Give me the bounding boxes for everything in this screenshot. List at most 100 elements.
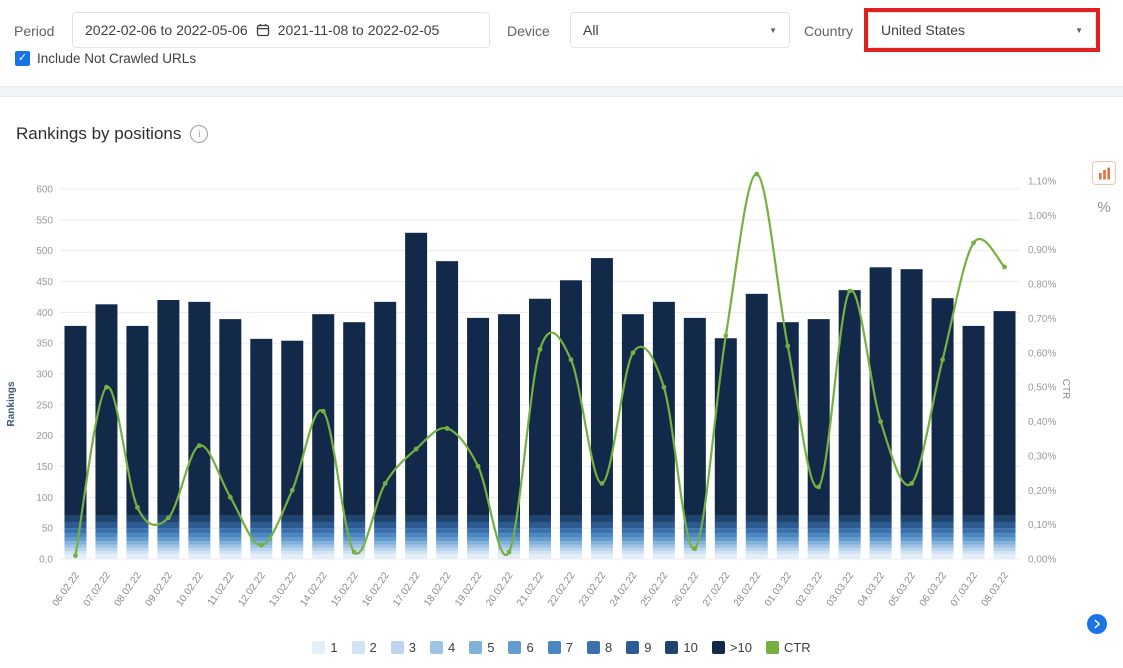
bar[interactable]	[436, 261, 459, 559]
legend-item-CTR[interactable]: CTR	[765, 640, 811, 655]
svg-text:04.03.22: 04.03.22	[856, 570, 888, 609]
info-icon[interactable]: i	[190, 125, 209, 143]
legend-item-2[interactable]: 2	[351, 640, 377, 655]
legend-label: 3	[408, 640, 417, 655]
next-arrow-button[interactable]	[1087, 614, 1107, 634]
bar[interactable]	[281, 340, 304, 559]
device-select[interactable]: All ▼	[570, 12, 790, 48]
country-select[interactable]: United States ▼	[868, 12, 1096, 48]
bar[interactable]	[157, 300, 180, 559]
legend-swatch	[547, 641, 561, 654]
filters-bar: Period 2022-02-06 to 2022-05-06 2021-11-…	[0, 0, 1123, 86]
chevron-down-icon: ▼	[1075, 25, 1083, 35]
bar[interactable]	[529, 298, 551, 559]
bar[interactable]	[900, 269, 923, 559]
bar[interactable]	[776, 322, 799, 559]
include-not-crawled-label: Include Not Crawled URLs	[37, 51, 197, 66]
legend-item-1[interactable]: 1	[312, 640, 338, 655]
legend-item-5[interactable]: 5	[469, 640, 494, 655]
bar[interactable]	[343, 322, 366, 559]
left-axis-title: Rankings	[6, 381, 17, 426]
legend-swatch	[351, 641, 365, 654]
svg-text:350: 350	[36, 339, 53, 350]
svg-text:0,90%: 0,90%	[1028, 245, 1056, 256]
bar[interactable]	[126, 325, 149, 559]
date-range-input[interactable]: 2022-02-06 to 2022-05-06 2021-11-08 to 2…	[72, 12, 490, 48]
bar[interactable]	[931, 298, 954, 559]
svg-text:24.02.22: 24.02.22	[608, 570, 640, 609]
right-axis-labels: 0,00% 0,10% 0,20% 0,30% 0,40% 0,50% 0,60% 0,70%…	[1028, 177, 1056, 566]
percent-toggle[interactable]: %	[1097, 199, 1111, 216]
legend-item-9[interactable]: 9	[626, 640, 651, 655]
bar[interactable]	[652, 301, 675, 559]
bar-chart-icon[interactable]	[1092, 161, 1116, 185]
svg-text:07.02.22: 07.02.22	[82, 570, 114, 609]
bar[interactable]	[962, 325, 985, 559]
include-not-crawled-row: ✓ Include Not Crawled URLs	[15, 51, 196, 66]
device-selected-value: All	[583, 22, 599, 38]
legend-item-8[interactable]: 8	[586, 640, 612, 655]
rankings-chart[interactable]: 0,0501001502002503003504004505005506000,…	[0, 159, 1080, 637]
legend-item-4[interactable]: 4	[430, 640, 455, 655]
bar[interactable]	[219, 319, 242, 559]
legend-item-gt10[interactable]: >10	[711, 640, 752, 655]
bar[interactable]	[374, 301, 397, 559]
svg-text:600: 600	[36, 185, 53, 196]
chart-legend: 1 2 3 4 5 6 7 8 9 10 >10 CTR	[0, 640, 1123, 655]
svg-text:1,10%: 1,10%	[1028, 177, 1056, 188]
svg-text:0,40%: 0,40%	[1028, 417, 1056, 428]
bar[interactable]	[250, 338, 273, 559]
bar[interactable]	[714, 338, 737, 559]
bar[interactable]	[838, 290, 861, 559]
period-label: Period	[14, 23, 55, 39]
legend-item-7[interactable]: 7	[547, 640, 573, 655]
svg-text:0,20%: 0,20%	[1028, 486, 1056, 497]
include-not-crawled-checkbox[interactable]: ✓	[15, 51, 30, 66]
svg-text:07.03.22: 07.03.22	[949, 570, 981, 609]
svg-text:1,00%: 1,00%	[1028, 211, 1056, 222]
bar[interactable]	[498, 314, 521, 559]
svg-text:10.02.22: 10.02.22	[174, 570, 206, 609]
legend-item-10[interactable]: 10	[665, 640, 698, 655]
legend-label: 1	[330, 640, 338, 655]
bar[interactable]	[621, 314, 644, 559]
bar[interactable]	[993, 311, 1016, 559]
svg-text:11.02.22: 11.02.22	[206, 570, 237, 608]
svg-text:0,0: 0,0	[39, 555, 53, 566]
svg-text:23.02.22: 23.02.22	[577, 570, 609, 609]
legend-item-3[interactable]: 3	[390, 640, 417, 655]
left-axis-labels: 0,0 50 100 150 200 250 300 350 400 450 500 550 600	[36, 185, 53, 566]
bar[interactable]	[869, 267, 892, 559]
legend-label: 6	[526, 640, 534, 655]
svg-text:250: 250	[36, 400, 53, 411]
legend-item-6[interactable]: 6	[508, 640, 534, 655]
svg-text:0,00%: 0,00%	[1028, 555, 1056, 566]
right-axis-title: CTR	[1060, 379, 1071, 400]
bar[interactable]	[807, 319, 830, 559]
svg-text:06.02.22: 06.02.22	[51, 570, 83, 609]
svg-text:06.03.22: 06.03.22	[918, 570, 950, 609]
bar[interactable]	[312, 314, 335, 559]
legend-swatch	[586, 641, 600, 654]
bar[interactable]	[590, 258, 613, 559]
bar[interactable]	[405, 232, 428, 559]
chart-tools: %	[1092, 161, 1116, 216]
bar[interactable]	[559, 280, 582, 559]
legend-swatch	[626, 641, 640, 654]
date-range-current: 2022-02-06 to 2022-05-06	[85, 22, 248, 38]
legend-swatch	[711, 641, 725, 654]
bar[interactable]	[188, 301, 211, 559]
legend-label: 10	[683, 640, 698, 655]
device-label: Device	[507, 23, 550, 39]
bar[interactable]	[64, 325, 87, 559]
legend-label: 4	[448, 640, 456, 655]
svg-text:21.02.22: 21.02.22	[515, 570, 547, 609]
legend-swatch	[390, 641, 404, 654]
svg-text:0,80%: 0,80%	[1028, 280, 1056, 291]
bar[interactable]	[745, 293, 768, 559]
svg-text:22.02.22: 22.02.22	[546, 570, 578, 609]
bar[interactable]	[467, 317, 490, 559]
legend-swatch	[765, 641, 779, 654]
bar[interactable]	[95, 304, 118, 559]
